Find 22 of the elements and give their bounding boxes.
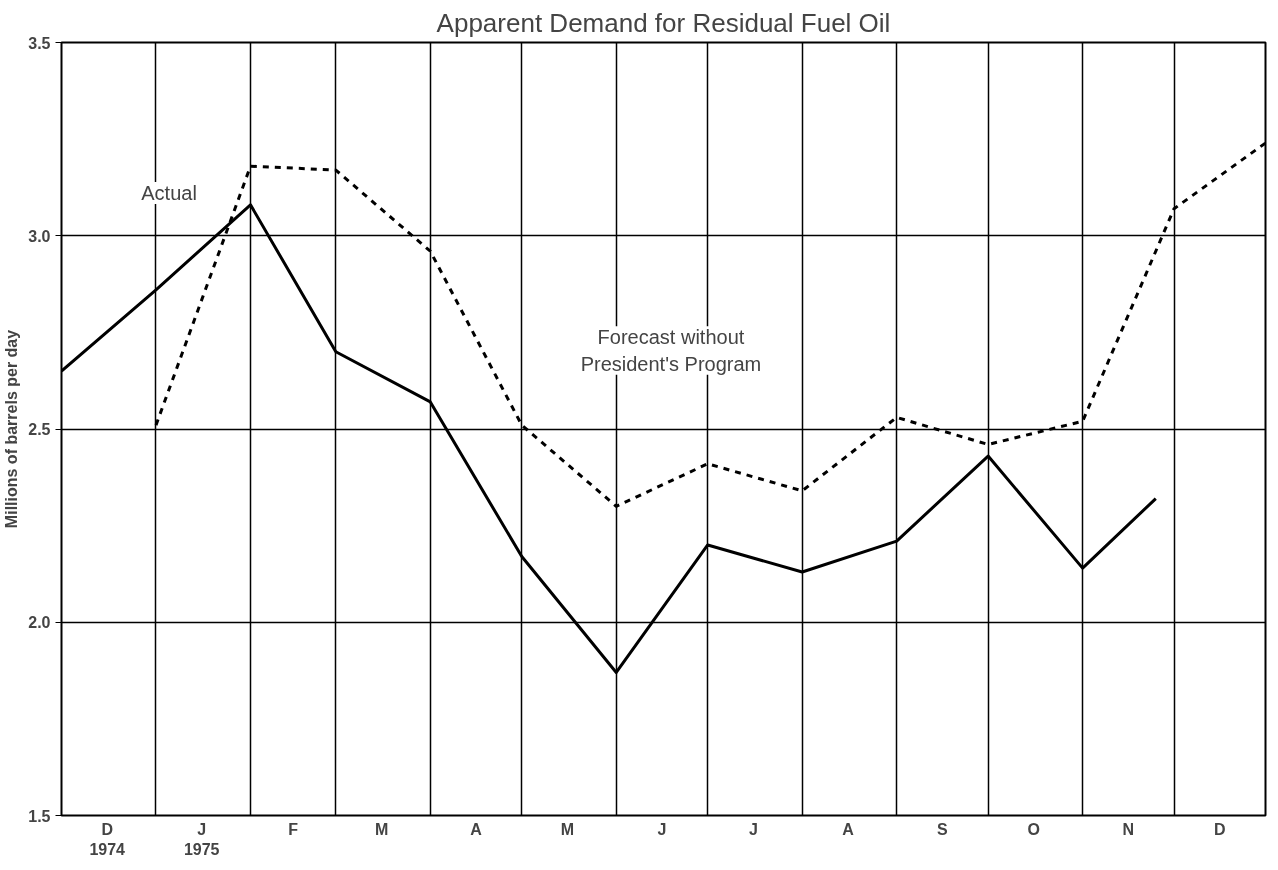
y-tick-label: 3.0 (28, 227, 51, 245)
x-tick-label: M (374, 820, 389, 838)
x-tick-label: N (1122, 820, 1135, 838)
x-tick-label: J (748, 820, 758, 838)
y-tick-label: 2.5 (28, 421, 51, 438)
x-tick-label: D 1974 (89, 820, 126, 858)
x-tick-label: D (1214, 820, 1226, 838)
y-axis-title: Millions of barrels per day (3, 329, 21, 529)
x-tick-label: S (937, 820, 949, 838)
y-tick-label: 2.0 (28, 614, 51, 632)
annotation: Actual (141, 182, 197, 204)
x-tick-label: A (842, 820, 855, 838)
x-tick-label: J (657, 820, 667, 838)
x-tick-label: M (560, 820, 575, 838)
x-tick-label: O (1027, 820, 1041, 838)
y-tick-label: 1.5 (28, 807, 51, 825)
x-tick-label: A (470, 820, 483, 838)
x-tick-label: J 1975 (183, 820, 220, 858)
x-tick-label: F (288, 820, 299, 838)
chart-title: Apparent Demand for Residual Fuel Oil (436, 7, 891, 38)
annotation: Forecast without President's Program (580, 326, 762, 375)
y-tick-label: 3.5 (28, 34, 51, 52)
